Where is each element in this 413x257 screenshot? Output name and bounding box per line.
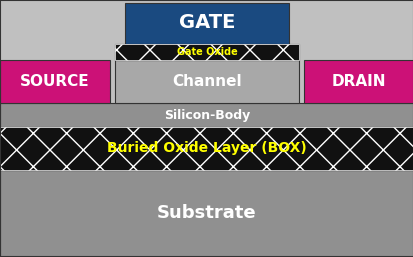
- Bar: [0, 127, 413, 170]
- Bar: [0, 103, 413, 127]
- Bar: [303, 60, 413, 103]
- Text: Channel: Channel: [172, 74, 241, 88]
- Text: SOURCE: SOURCE: [20, 74, 90, 88]
- Bar: [0, 170, 413, 257]
- Bar: [115, 44, 298, 60]
- Text: Buried Oxide Layer (BOX): Buried Oxide Layer (BOX): [107, 141, 306, 155]
- Text: Substrate: Substrate: [157, 204, 256, 222]
- Bar: [0, 127, 413, 170]
- Text: Silicon-Body: Silicon-Body: [164, 108, 249, 122]
- Bar: [125, 3, 288, 44]
- Bar: [0, 60, 110, 103]
- Text: Gate Oxide: Gate Oxide: [176, 47, 237, 57]
- Bar: [115, 60, 298, 103]
- Bar: [115, 44, 298, 60]
- Text: GATE: GATE: [178, 14, 235, 32]
- Text: DRAIN: DRAIN: [331, 74, 385, 88]
